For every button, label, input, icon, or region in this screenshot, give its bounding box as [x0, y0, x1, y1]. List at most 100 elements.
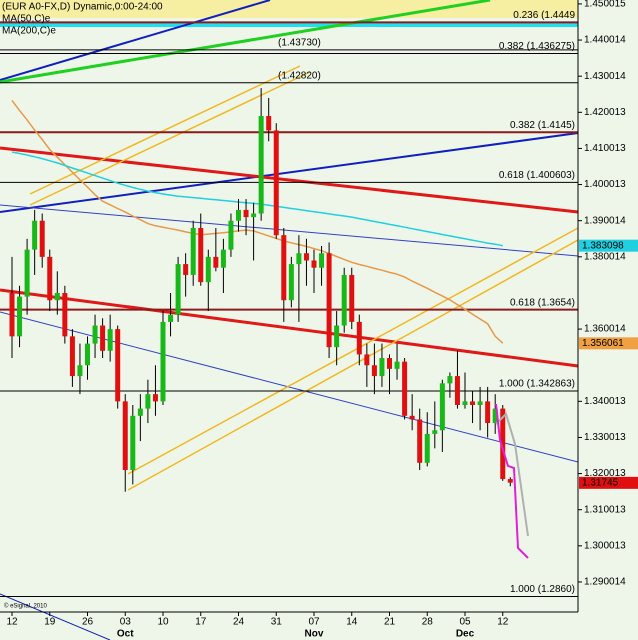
candle-body	[273, 130, 279, 236]
levels: 0.236 (1.4449 (1.43730) 0.382 (1.436275) (1…	[0, 10, 578, 597]
y-tick-label: 1.450015	[584, 0, 626, 10]
x-tick-label: 05	[459, 617, 471, 628]
price-axis: 1.450015 1.440014 1.430014 1.420013 1.410013…	[578, 0, 638, 588]
candle-body	[205, 256, 211, 283]
price-label-box	[579, 476, 638, 489]
x-tick-label: 14	[346, 617, 358, 628]
candle-body	[236, 209, 241, 221]
level-label: 0.618 (1.400603)	[499, 170, 575, 181]
candle-body	[334, 325, 340, 348]
candle-body	[54, 292, 60, 301]
x-tick-label: 17	[195, 617, 207, 628]
price-label: 1.383098	[582, 240, 624, 251]
y-tick-label: 1.360014	[584, 324, 626, 335]
candle-body	[175, 264, 181, 315]
candle-body	[311, 260, 317, 268]
candle-body	[69, 336, 75, 377]
candle-body	[62, 292, 68, 337]
month-label: Oct	[117, 629, 134, 640]
candle-body	[409, 415, 415, 420]
candle-body	[220, 249, 226, 268]
x-tick-label: 03	[120, 617, 132, 628]
candle-body	[115, 329, 121, 402]
level-label: (1.43730)	[278, 37, 321, 48]
y-tick-label: 1.380014	[584, 251, 626, 262]
price-label: 1.356061	[582, 338, 624, 349]
y-tick-label: 1.390014	[584, 215, 626, 226]
trendline	[0, 146, 579, 214]
candle-body	[213, 256, 219, 268]
projection-line	[495, 403, 529, 559]
candle-body	[319, 253, 325, 268]
candle-body	[122, 401, 128, 471]
month-label: Nov	[305, 629, 324, 640]
level-label: (1.42820)	[278, 70, 321, 81]
candle-body	[424, 433, 430, 463]
candle-body	[24, 249, 30, 297]
candle-body	[432, 430, 438, 434]
candle-body	[326, 253, 332, 348]
y-tick-label: 1.400013	[584, 179, 626, 190]
ma-line	[11, 99, 504, 344]
y-tick-label: 1.340013	[584, 396, 626, 407]
candle-body	[485, 401, 491, 424]
candles	[9, 88, 513, 492]
candle-body	[379, 358, 385, 377]
candle-body	[266, 115, 272, 131]
candle-body	[47, 256, 53, 301]
price-label-box	[579, 239, 638, 252]
x-tick-label: 24	[233, 617, 245, 628]
level-label: 1.000 (1.2860)	[510, 584, 575, 595]
candle-body	[160, 321, 166, 402]
x-tick-label: 19	[44, 617, 56, 628]
month-label: Dec	[456, 629, 475, 640]
level-label: 0.618 (1.3654)	[510, 297, 575, 308]
level-label: 0.382 (1.436275)	[499, 41, 575, 52]
candle-body	[228, 220, 234, 250]
x-tick-label: 07	[308, 617, 320, 628]
candle-body	[92, 325, 98, 344]
moving-averages	[11, 99, 504, 344]
candle-body	[258, 115, 264, 214]
candle-body	[296, 253, 302, 265]
trendline	[0, 0, 271, 81]
candle-body	[439, 383, 445, 431]
zone-band	[0, 22, 578, 27]
trendline	[127, 227, 579, 475]
y-tick-label: 1.410013	[584, 143, 626, 154]
y-tick-label: 1.420013	[584, 107, 626, 118]
price-label-box	[579, 337, 638, 350]
candle-body	[145, 394, 151, 409]
x-tick-label: 31	[271, 617, 283, 628]
chart-title: (EUR A0-FX,D) Dynamic,0:00-24:00	[2, 2, 163, 13]
zone-band	[0, 0, 578, 18]
y-tick-label: 1.330013	[584, 432, 626, 443]
candle-body	[356, 321, 362, 355]
candle-body	[288, 264, 294, 301]
x-tick-label: 12	[6, 617, 18, 628]
y-tick-label: 1.430014	[584, 71, 626, 82]
projection-line	[495, 412, 529, 537]
trendline	[0, 0, 491, 84]
candle-body	[130, 415, 136, 471]
candle-body	[32, 220, 38, 250]
trendline	[0, 204, 579, 257]
candle-body	[454, 376, 460, 405]
candle-body	[183, 264, 189, 275]
level-label: 0.236 (1.4449	[513, 10, 575, 21]
candle-body	[447, 376, 453, 384]
candle-body	[137, 408, 143, 416]
y-tick-label: 1.310013	[584, 504, 626, 515]
candle-body	[387, 358, 392, 369]
x-tick-label: 28	[422, 617, 434, 628]
x-tick-label: 12	[497, 617, 509, 628]
candle-body	[507, 479, 513, 483]
projection	[495, 403, 529, 559]
price-label: 1.31745	[582, 477, 619, 488]
candle-body	[198, 227, 204, 283]
level-label: 0.382 (1.4145)	[510, 120, 575, 131]
candle-body	[168, 314, 174, 322]
